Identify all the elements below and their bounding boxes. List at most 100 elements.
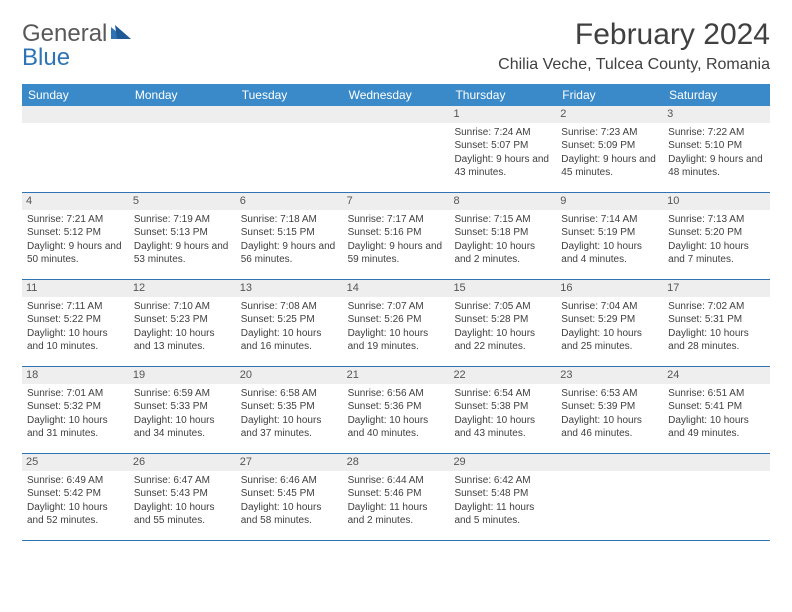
day-line: Sunrise: 6:53 AM bbox=[561, 387, 658, 401]
day-line: Sunset: 5:31 PM bbox=[668, 313, 765, 327]
week-row: 11Sunrise: 7:11 AMSunset: 5:22 PMDayligh… bbox=[22, 280, 770, 367]
day-cell: 28Sunrise: 6:44 AMSunset: 5:46 PMDayligh… bbox=[343, 454, 450, 540]
dow-thursday: Thursday bbox=[449, 84, 556, 106]
day-number: 18 bbox=[22, 367, 129, 384]
day-number bbox=[236, 106, 343, 123]
day-line: Sunset: 5:16 PM bbox=[348, 226, 445, 240]
day-line: Sunset: 5:13 PM bbox=[134, 226, 231, 240]
day-number: 16 bbox=[556, 280, 663, 297]
day-line: Daylight: 10 hours and 25 minutes. bbox=[561, 327, 658, 354]
dow-tuesday: Tuesday bbox=[236, 84, 343, 106]
header: General February 2024 Chilia Veche, Tulc… bbox=[22, 18, 770, 74]
day-number: 7 bbox=[343, 193, 450, 210]
days-of-week-row: Sunday Monday Tuesday Wednesday Thursday… bbox=[22, 84, 770, 106]
day-cell bbox=[236, 106, 343, 192]
day-line: Daylight: 11 hours and 2 minutes. bbox=[348, 501, 445, 528]
day-line: Sunrise: 7:04 AM bbox=[561, 300, 658, 314]
day-number: 10 bbox=[663, 193, 770, 210]
day-line: Daylight: 10 hours and 55 minutes. bbox=[134, 501, 231, 528]
day-number: 21 bbox=[343, 367, 450, 384]
day-cell: 1Sunrise: 7:24 AMSunset: 5:07 PMDaylight… bbox=[449, 106, 556, 192]
day-line: Daylight: 10 hours and 7 minutes. bbox=[668, 240, 765, 267]
day-line: Daylight: 9 hours and 50 minutes. bbox=[27, 240, 124, 267]
day-line: Daylight: 10 hours and 19 minutes. bbox=[348, 327, 445, 354]
day-number: 29 bbox=[449, 454, 556, 471]
day-text: Sunrise: 7:21 AMSunset: 5:12 PMDaylight:… bbox=[27, 213, 124, 267]
day-cell: 24Sunrise: 6:51 AMSunset: 5:41 PMDayligh… bbox=[663, 367, 770, 453]
day-text: Sunrise: 6:54 AMSunset: 5:38 PMDaylight:… bbox=[454, 387, 551, 441]
day-line: Daylight: 10 hours and 4 minutes. bbox=[561, 240, 658, 267]
day-line: Sunrise: 7:10 AM bbox=[134, 300, 231, 314]
week-row: 1Sunrise: 7:24 AMSunset: 5:07 PMDaylight… bbox=[22, 106, 770, 193]
day-cell: 13Sunrise: 7:08 AMSunset: 5:25 PMDayligh… bbox=[236, 280, 343, 366]
day-text: Sunrise: 7:14 AMSunset: 5:19 PMDaylight:… bbox=[561, 213, 658, 267]
day-cell: 14Sunrise: 7:07 AMSunset: 5:26 PMDayligh… bbox=[343, 280, 450, 366]
day-cell: 8 Sunrise: 7:15 AMSunset: 5:18 PMDaylight… bbox=[449, 193, 556, 279]
day-cell: 12Sunrise: 7:10 AMSunset: 5:23 PMDayligh… bbox=[129, 280, 236, 366]
day-line: Sunset: 5:38 PM bbox=[454, 400, 551, 414]
day-line: Sunrise: 6:56 AM bbox=[348, 387, 445, 401]
day-line: Daylight: 10 hours and 28 minutes. bbox=[668, 327, 765, 354]
day-cell: 26 Sunrise: 6:47 AMSunset: 5:43 PMDayligh… bbox=[129, 454, 236, 540]
day-text: Sunrise: 7:24 AMSunset: 5:07 PMDaylight:… bbox=[454, 126, 551, 180]
day-line: Sunset: 5:43 PM bbox=[134, 487, 231, 501]
day-line: Daylight: 10 hours and 43 minutes. bbox=[454, 414, 551, 441]
day-line: Daylight: 10 hours and 34 minutes. bbox=[134, 414, 231, 441]
day-number: 11 bbox=[22, 280, 129, 297]
day-text: Sunrise: 7:22 AMSunset: 5:10 PMDaylight:… bbox=[668, 126, 765, 180]
dow-wednesday: Wednesday bbox=[343, 84, 450, 106]
day-text: Sunrise: 6:59 AMSunset: 5:33 PMDaylight:… bbox=[134, 387, 231, 441]
day-line: Sunset: 5:25 PM bbox=[241, 313, 338, 327]
day-text: Sunrise: 7:17 AMSunset: 5:16 PMDaylight:… bbox=[348, 213, 445, 267]
day-cell: 21Sunrise: 6:56 AMSunset: 5:36 PMDayligh… bbox=[343, 367, 450, 453]
day-number: 2 bbox=[556, 106, 663, 123]
day-text: Sunrise: 6:53 AMSunset: 5:39 PMDaylight:… bbox=[561, 387, 658, 441]
day-cell: 11Sunrise: 7:11 AMSunset: 5:22 PMDayligh… bbox=[22, 280, 129, 366]
day-line: Sunrise: 7:02 AM bbox=[668, 300, 765, 314]
day-line: Sunset: 5:22 PM bbox=[27, 313, 124, 327]
day-line: Daylight: 9 hours and 53 minutes. bbox=[134, 240, 231, 267]
day-number: 8 bbox=[449, 193, 556, 210]
day-number: 3 bbox=[663, 106, 770, 123]
day-line: Sunrise: 7:07 AM bbox=[348, 300, 445, 314]
week-row: 25Sunrise: 6:49 AMSunset: 5:42 PMDayligh… bbox=[22, 454, 770, 541]
day-number: 26 bbox=[129, 454, 236, 471]
day-cell: 27Sunrise: 6:46 AMSunset: 5:45 PMDayligh… bbox=[236, 454, 343, 540]
day-text: Sunrise: 7:01 AMSunset: 5:32 PMDaylight:… bbox=[27, 387, 124, 441]
dow-sunday: Sunday bbox=[22, 84, 129, 106]
day-line: Daylight: 9 hours and 59 minutes. bbox=[348, 240, 445, 267]
day-cell: 3 Sunrise: 7:22 AMSunset: 5:10 PMDaylight… bbox=[663, 106, 770, 192]
day-text: Sunrise: 7:15 AMSunset: 5:18 PMDaylight:… bbox=[454, 213, 551, 267]
day-number: 17 bbox=[663, 280, 770, 297]
day-cell: 6 Sunrise: 7:18 AMSunset: 5:15 PMDaylight… bbox=[236, 193, 343, 279]
day-line: Sunset: 5:18 PM bbox=[454, 226, 551, 240]
day-line: Daylight: 10 hours and 22 minutes. bbox=[454, 327, 551, 354]
day-line: Daylight: 10 hours and 10 minutes. bbox=[27, 327, 124, 354]
day-text: Sunrise: 7:04 AMSunset: 5:29 PMDaylight:… bbox=[561, 300, 658, 354]
day-line: Daylight: 10 hours and 52 minutes. bbox=[27, 501, 124, 528]
day-line: Sunset: 5:32 PM bbox=[27, 400, 124, 414]
day-text: Sunrise: 7:13 AMSunset: 5:20 PMDaylight:… bbox=[668, 213, 765, 267]
day-line: Sunrise: 6:54 AM bbox=[454, 387, 551, 401]
day-line: Sunrise: 7:05 AM bbox=[454, 300, 551, 314]
day-line: Daylight: 10 hours and 2 minutes. bbox=[454, 240, 551, 267]
day-line: Sunset: 5:19 PM bbox=[561, 226, 658, 240]
day-line: Sunset: 5:29 PM bbox=[561, 313, 658, 327]
day-text: Sunrise: 6:46 AMSunset: 5:45 PMDaylight:… bbox=[241, 474, 338, 528]
day-line: Sunrise: 6:42 AM bbox=[454, 474, 551, 488]
day-line: Sunrise: 6:46 AM bbox=[241, 474, 338, 488]
day-cell: 4Sunrise: 7:21 AMSunset: 5:12 PMDaylight… bbox=[22, 193, 129, 279]
day-number: 6 bbox=[236, 193, 343, 210]
day-text: Sunrise: 7:05 AMSunset: 5:28 PMDaylight:… bbox=[454, 300, 551, 354]
day-line: Sunrise: 6:47 AM bbox=[134, 474, 231, 488]
day-line: Daylight: 10 hours and 49 minutes. bbox=[668, 414, 765, 441]
day-line: Sunrise: 6:44 AM bbox=[348, 474, 445, 488]
day-line: Sunrise: 7:14 AM bbox=[561, 213, 658, 227]
day-text: Sunrise: 7:18 AMSunset: 5:15 PMDaylight:… bbox=[241, 213, 338, 267]
day-text: Sunrise: 6:42 AMSunset: 5:48 PMDaylight:… bbox=[454, 474, 551, 528]
day-line: Sunset: 5:07 PM bbox=[454, 139, 551, 153]
day-line: Daylight: 9 hours and 56 minutes. bbox=[241, 240, 338, 267]
day-cell: 25Sunrise: 6:49 AMSunset: 5:42 PMDayligh… bbox=[22, 454, 129, 540]
day-cell: 20Sunrise: 6:58 AMSunset: 5:35 PMDayligh… bbox=[236, 367, 343, 453]
day-cell: 18 Sunrise: 7:01 AMSunset: 5:32 PMDayligh… bbox=[22, 367, 129, 453]
